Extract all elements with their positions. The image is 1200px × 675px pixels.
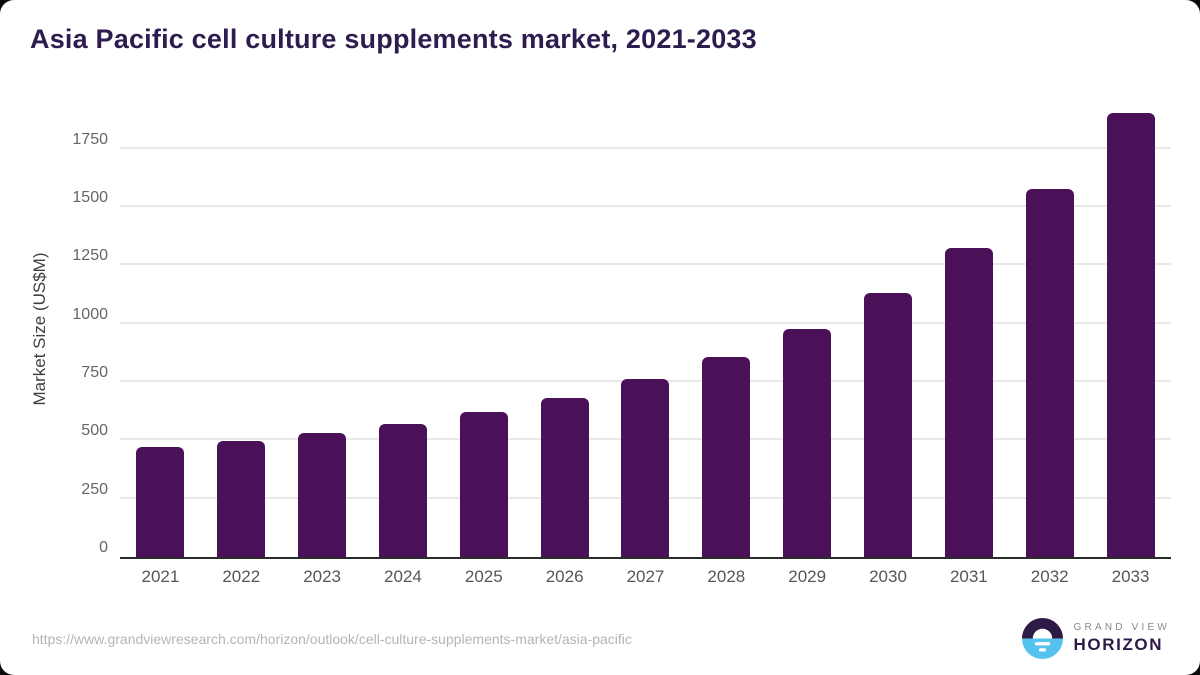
y-tick-label-250: 250 [81,480,108,498]
y-tick-label-0: 0 [99,539,108,556]
bar-slot-2031 [928,102,1009,557]
bar-2022 [217,441,266,557]
plot-area [120,102,1171,559]
gridline-1500 [120,205,1171,207]
brand-name-horizon: HORIZON [1073,635,1164,654]
x-tick-label-2026: 2026 [545,567,584,586]
bar-2028 [702,357,751,557]
bar-slot-2021 [120,102,201,557]
x-tick-label-2031: 2031 [949,567,988,586]
chart-title: Asia Pacific cell culture supplements ma… [30,24,757,54]
bar-2024 [378,424,427,557]
x-tick-label-2029: 2029 [788,567,827,586]
x-tick-label-2027: 2027 [626,567,665,586]
horizon-sunrise-icon [1021,618,1063,659]
bar-2026 [540,397,589,557]
y-tick-label-1250: 1250 [72,247,108,265]
bar-slot-2027 [605,102,686,557]
x-tick-label-2032: 2032 [1030,567,1069,586]
brand-logo: GRAND VIEW HORIZON [1021,618,1170,659]
bar-slot-2022 [201,102,282,557]
y-axis-tick-labels: 0 250 500 750 1000 1250 1500 1750 [0,102,108,557]
x-tick-label-2021: 2021 [141,567,180,586]
x-tick-label-2023: 2023 [303,567,342,586]
bar-2031 [944,248,993,557]
x-tick-label-2022: 2022 [222,567,261,586]
bar-2025 [459,412,508,557]
x-tick-label-2024: 2024 [384,567,422,586]
x-tick-label-2033: 2033 [1111,567,1150,586]
bar-slot-2032 [1009,102,1090,557]
bar-slot-2030 [848,102,929,557]
brand-name-grand-view: GRAND VIEW [1073,622,1170,633]
bar-series [120,102,1171,557]
bar-2021 [136,447,185,557]
y-tick-label-500: 500 [81,422,108,440]
bar-2033 [1106,112,1155,557]
bar-slot-2023 [282,102,363,557]
bar-slot-2025 [443,102,524,557]
y-tick-label-1000: 1000 [72,305,108,323]
source-url: https://www.grandviewresearch.com/horizo… [32,631,632,647]
bar-2029 [783,329,832,557]
bar-2030 [864,293,913,557]
bar-2032 [1025,189,1074,557]
bar-slot-2028 [686,102,767,557]
y-tick-label-1500: 1500 [72,189,108,206]
y-tick-label-750: 750 [81,364,108,381]
bar-slot-2024 [363,102,444,557]
y-tick-label-1750: 1750 [72,130,108,148]
bar-2023 [298,433,347,557]
x-tick-label-2030: 2030 [869,567,907,586]
x-axis-tick-labels: 2021 2022 2023 2024 2025 2026 2027 2028 2029 2030… [120,567,1171,587]
gridline-1750 [120,146,1171,149]
bar-2027 [621,379,670,557]
gridline-1000 [120,321,1171,324]
bar-slot-2026 [524,102,605,557]
x-tick-label-2025: 2025 [464,567,503,586]
bar-slot-2033 [1090,102,1171,557]
bar-slot-2029 [767,102,848,557]
gridline-1250 [120,263,1171,266]
brand-logo-text: GRAND VIEW HORIZON [1074,622,1170,655]
x-tick-label-2028: 2028 [707,567,746,586]
